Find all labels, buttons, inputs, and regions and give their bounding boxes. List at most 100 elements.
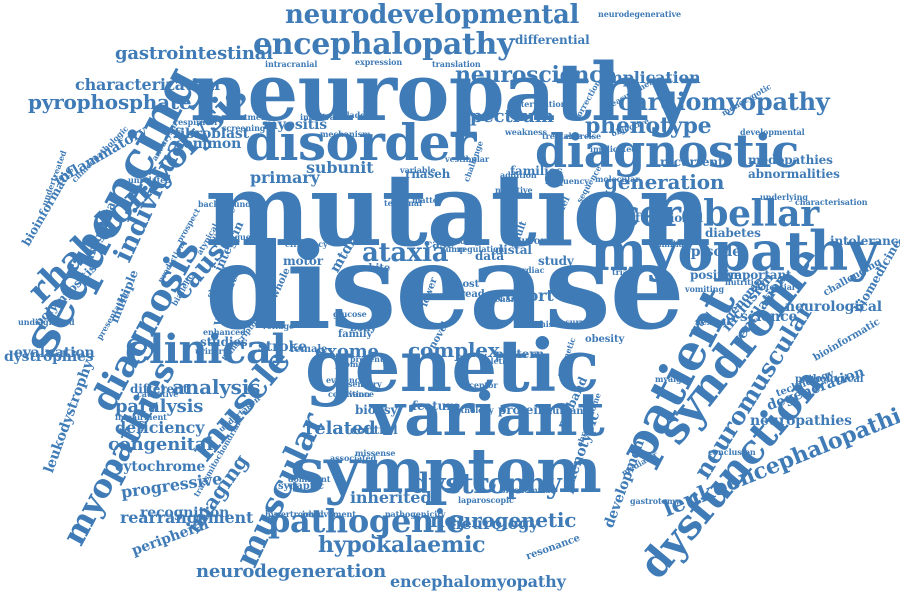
word-differential: differential <box>515 33 590 47</box>
word-dystrophies: dystrophies <box>4 349 94 365</box>
word-related: related <box>305 418 376 439</box>
word-neuropathies: neuropathies <box>750 413 852 429</box>
word-inherited: inherited <box>350 488 432 507</box>
word-present: present <box>350 354 384 364</box>
word-characterization: characterization <box>75 75 221 94</box>
word-neuroscience: neuroscience <box>455 62 617 88</box>
word-sexual: sexual <box>695 317 730 328</box>
word-potential: potential <box>755 282 795 292</box>
word-white: white <box>360 263 391 274</box>
word-pattern: pattern <box>495 347 545 361</box>
word-characterisation: characterisation <box>795 197 868 207</box>
word-familial: familial <box>653 239 687 249</box>
word-generation: generation <box>604 170 725 194</box>
word-prompt: prompt <box>335 359 368 369</box>
word-synaptic: synaptic <box>278 481 324 492</box>
word-neurogenetic: neurogenetic <box>430 508 577 532</box>
word-regulation: regulation <box>458 244 505 254</box>
word-read: read <box>460 289 485 300</box>
word-neuron: neuron <box>508 236 548 247</box>
word-conclusion: conclusion <box>708 447 756 457</box>
word-laparoscopic: laparoscopic <box>458 495 514 505</box>
word-functional: functional <box>635 211 703 225</box>
word-condition: condition <box>328 389 370 399</box>
word-dominant: dominant <box>288 474 331 484</box>
word-frequent: frequent <box>222 232 261 242</box>
word-stroke: stroke <box>258 339 307 355</box>
word-ataxia: ataxia <box>362 238 449 268</box>
word-current: current <box>565 317 599 327</box>
word-exercise: exercise <box>565 131 602 141</box>
word-impairment: impairment <box>115 412 167 422</box>
word-sensory: sensory <box>348 379 382 389</box>
word-neurology: neurology <box>450 514 539 533</box>
word-chamber: chamber <box>495 294 534 304</box>
word-hypokalaemic: hypokalaemic <box>318 532 486 558</box>
word-receptor: receptor <box>460 380 498 390</box>
word-vestibular: vestibular <box>445 154 490 164</box>
word-implication: implication <box>600 68 701 87</box>
word-bladder: bladder <box>341 110 375 120</box>
word-frequency: frequency <box>545 176 589 186</box>
word-urinary: urinary <box>195 346 228 356</box>
word-symptom: symptom <box>290 434 602 507</box>
word-matter: matter <box>412 195 442 205</box>
word-paralysis: paralysis <box>115 396 204 417</box>
word-spectrum: spectrum <box>460 106 554 127</box>
word-important: important <box>725 268 792 282</box>
word-data: data <box>475 249 505 263</box>
word-expression: expression <box>355 57 403 67</box>
word-history: history <box>540 319 571 329</box>
word-deletion: deletion <box>480 356 517 366</box>
word-obesity: obesity <box>585 334 625 345</box>
word-diagnostic: diagnostic <box>535 124 799 178</box>
word-undiagnosed: undiagnosed <box>18 317 75 327</box>
word-underlying: underlying <box>760 192 808 202</box>
word-neurological: neurological <box>785 299 882 315</box>
word-abnormalities: abnormalities <box>748 167 840 181</box>
word-gastrotomy: gastrotomy <box>630 496 680 506</box>
word-body: body <box>350 323 377 334</box>
word-pathogenic: pathogenic <box>268 502 465 540</box>
word-female: female <box>290 344 328 355</box>
word-brain: brain <box>330 236 360 247</box>
word-developmental: developmental <box>740 127 805 137</box>
word-molecular: molecular <box>595 174 640 184</box>
word-implicated: implicated <box>590 144 637 154</box>
word-cardiomyopathy: cardiomyopathy <box>618 87 830 116</box>
word-respiratory: respiratory <box>174 117 223 127</box>
word-involvement: involvement <box>302 509 356 519</box>
word-gastrointestinal: gastrointestinal <box>115 43 273 64</box>
word-vomiting: vomiting <box>685 284 724 294</box>
word-recurrent: recurrent <box>660 155 724 169</box>
word-nutrition: nutrition <box>725 277 765 287</box>
word-recognition: recognition <box>140 505 230 521</box>
word-leukodystrophy: leukodystrophy <box>41 358 97 476</box>
word-medopathies: medopathies <box>748 153 833 167</box>
word-families: families <box>510 164 563 178</box>
word-translation: translation <box>432 59 481 69</box>
word-atrophy: atrophy <box>565 291 599 301</box>
word-cohort: cohort <box>496 286 554 305</box>
word-negative: negative <box>495 185 533 195</box>
word-neurodegeneration: neurodegeneration <box>196 561 387 582</box>
word-neurodegenerative: neurodegenerative <box>598 9 682 19</box>
word-evidence: evidence <box>326 375 365 385</box>
word-phenotype: phenotype <box>585 113 712 139</box>
word-primary: primary <box>250 168 320 187</box>
word-bioinformatic: bioinformatic <box>811 316 882 364</box>
word-hypertrophic: hypertrophic <box>265 509 322 519</box>
word-encephalomyopathy: encephalomyopathy <box>390 572 566 591</box>
word-pyrophosphate: pyrophosphate <box>28 90 192 114</box>
word-background: background <box>198 199 251 209</box>
word-genetic: genetic <box>305 323 599 408</box>
word-inactivation: inactivation <box>300 112 353 122</box>
word-variable: variable <box>400 165 436 175</box>
word-intervention: intervention <box>512 99 567 109</box>
word-analysis: analysis <box>172 375 261 399</box>
word-studies: studies <box>200 335 248 349</box>
word-rnaseh: rnaseh <box>405 167 451 181</box>
word-subunit: subunit <box>306 158 374 177</box>
word-motor: motor <box>283 254 323 268</box>
